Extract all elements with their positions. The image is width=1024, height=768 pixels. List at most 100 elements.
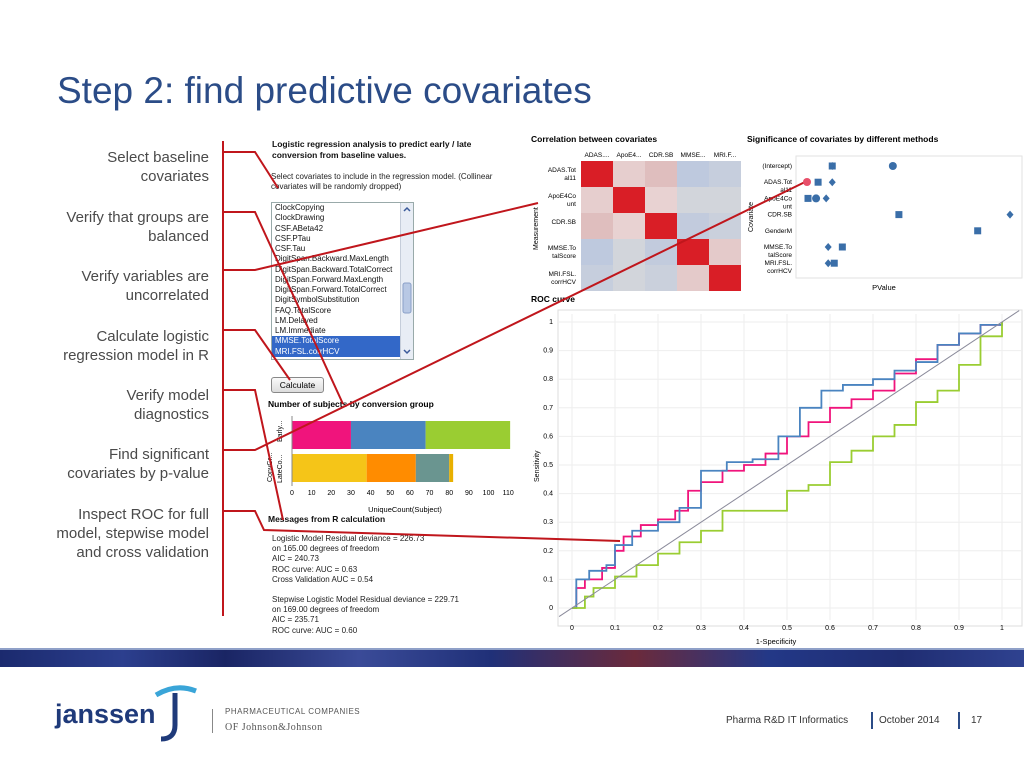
step-line: diagnostics	[133, 406, 209, 423]
message-line: Cross Validation AUC = 0.54	[272, 574, 374, 584]
heatmap-cell	[645, 187, 677, 213]
bar-chart: Number of subjects by conversion group 0…	[267, 399, 514, 514]
heatmap-marks: ADAS.... ApoE4... CDR.SB MMSE... MRI.F... ADA…	[548, 152, 741, 291]
footer-org: Pharma R&D IT Informatics	[726, 715, 849, 726]
panel-instructions: Select covariates to include in the regr…	[271, 172, 531, 192]
roc-series-line	[572, 322, 1003, 609]
covariate-listbox[interactable]: ClockCopying ClockDrawing CSF.ABeta42 CS…	[271, 202, 414, 360]
list-item[interactable]: FAQ.TotalScore	[275, 305, 332, 315]
scrollbar-thumb[interactable]	[402, 282, 412, 314]
heatmap-col-label: MRI.F...	[714, 152, 737, 159]
heatmap-col-label: ADAS....	[585, 152, 610, 159]
step-line: covariates by p-value	[67, 465, 209, 482]
bar-category-label: LateCo...	[277, 455, 284, 483]
slide-title: Step 2: find predictive covariates	[57, 70, 592, 111]
list-item[interactable]: DigitSymbolSubstitution	[275, 295, 360, 305]
heatmap-cell	[709, 213, 741, 239]
panel-title-line: conversion from baseline values.	[272, 150, 407, 160]
roc-xlabel: 1-Specificity	[756, 637, 797, 646]
heatmap-row-label: MRI.FSL. corrHCV	[549, 271, 577, 286]
bar-tick-label: 50	[386, 490, 394, 497]
heatmap-col-label: CDR.SB	[649, 152, 674, 159]
bar-segment	[292, 454, 367, 482]
heatmap-cell	[581, 187, 613, 213]
list-item[interactable]: DigitSpan.Backward.TotalCorrect	[275, 264, 393, 274]
roc-title: ROC curve	[531, 294, 575, 304]
list-item[interactable]: LM.Immediate	[275, 326, 326, 335]
panel-title: Logistic regression analysis to predict …	[272, 139, 522, 161]
heatmap-cell	[709, 161, 741, 187]
heatmap-row-label: MMSE.To talScore	[548, 245, 577, 260]
step-calculate-model: Calculate logistic regression model in R	[9, 327, 209, 365]
heatmap-cell	[581, 265, 613, 291]
list-item[interactable]: DigitSpan.Backward.MaxLength	[275, 254, 389, 264]
roc-x-tick: 0.8	[911, 625, 921, 632]
list-item[interactable]: DigitSpan.Forward.MaxLength	[275, 274, 384, 284]
roc-marks: 0 0.1 0.2 0.3 0.4 0.5 0.6 0.7 0.8 0.9 1 0 0.1 0.2 0.3 0…	[543, 310, 1022, 632]
heatmap-row-label: ADAS.Tot al11	[548, 167, 577, 182]
list-item[interactable]: ClockCopying	[275, 203, 325, 212]
roc-x-tick: 0.1	[610, 625, 620, 632]
list-item[interactable]: CSF.Tau	[275, 244, 306, 253]
roc-y-tick: 0.1	[543, 576, 553, 583]
step-line: Calculate logistic	[96, 328, 209, 345]
message-line: on 169.00 degrees of freedom	[272, 605, 380, 615]
heatmap-cell	[581, 239, 613, 265]
heatmap-cell	[613, 213, 645, 239]
significance-point-diamond	[828, 162, 836, 170]
step-line: covariates	[140, 168, 209, 185]
bar-segment	[292, 421, 351, 449]
message-line: Stepwise Logistic Model Residual devianc…	[272, 595, 460, 605]
heatmap-cell	[677, 265, 709, 291]
significance-chart: Significance of covariates by different …	[747, 134, 1023, 292]
list-item[interactable]: CSF.PTau	[275, 233, 311, 243]
instruction-line: Select covariates to include in the regr…	[271, 172, 493, 181]
step-line: Verify model	[126, 387, 209, 404]
roc-series-line	[572, 322, 1003, 609]
roc-y-tick: 0.2	[543, 548, 553, 555]
roc-x-tick: 0	[570, 625, 574, 632]
significance-xlabel: PValue	[872, 283, 896, 292]
footer-band	[0, 650, 1024, 667]
pharma-line: PHARMACEUTICAL COMPANIES	[225, 707, 361, 716]
step-find-significant: Find significant covariates by p-value	[9, 445, 209, 483]
message-line: on 165.00 degrees of freedom	[272, 544, 380, 554]
step-line: and cross validation	[76, 544, 209, 561]
chevron-down-icon[interactable]	[403, 349, 411, 355]
calculate-button[interactable]: Calculate	[271, 377, 324, 393]
message-line: Logistic Model Residual deviance = 226.7…	[272, 534, 425, 543]
significance-point-diamond	[824, 243, 832, 251]
heatmap-col-label: ApoE4...	[617, 152, 642, 159]
heatmap-cell	[645, 213, 677, 239]
step-verify-uncorrelated: Verify variables are uncorrelated	[9, 267, 209, 305]
message-spacer	[272, 585, 528, 595]
list-item[interactable]: LM.Delayed	[275, 315, 318, 325]
bar-tick-label: 10	[308, 490, 316, 497]
footer-separator	[871, 712, 873, 729]
step-line: Inspect ROC for full	[78, 506, 209, 523]
list-item-selected[interactable]: MRI.FSL.corrHCV	[272, 346, 401, 357]
bar-chart-title: Number of subjects by conversion group	[268, 399, 434, 409]
bar-tick-label: 60	[406, 490, 414, 497]
heatmap-ylabel: Measurement	[533, 207, 540, 250]
heatmap-col-label: MMSE...	[681, 152, 706, 159]
chevron-up-icon[interactable]	[403, 206, 411, 212]
roc-chart: ROC curve 0 0.1 0.2 0.3 0.4 0.5 0.6 0.7 0.8 0.9 10…	[531, 294, 1023, 646]
messages-body: Logistic Model Residual deviance = 226.7…	[268, 534, 528, 636]
heatmap-cell	[645, 239, 677, 265]
roc-y-tick: 0.5	[543, 462, 553, 469]
list-item[interactable]: DigitSpan.Forward.TotalCorrect	[275, 285, 387, 294]
heatmap-cell	[581, 161, 613, 187]
listbox-scrollbar[interactable]	[400, 203, 413, 359]
heatmap-chart: Correlation between covariates ADAS.... A…	[531, 134, 741, 291]
step-verify-diagnostics: Verify model diagnostics	[9, 386, 209, 424]
bar-tick-label: 0	[290, 490, 294, 497]
list-item[interactable]: CSF.ABeta42	[275, 223, 324, 233]
list-item-selected[interactable]: MMSE.TotalScore	[272, 336, 401, 347]
pharma-companies-label: PHARMACEUTICAL COMPANIES OF Johnson&John…	[225, 707, 360, 733]
page-number: 17	[971, 715, 983, 726]
list-item[interactable]: ClockDrawing	[275, 213, 325, 223]
bar-tick-label: 30	[347, 490, 355, 497]
roc-y-tick: 0.3	[543, 519, 553, 526]
